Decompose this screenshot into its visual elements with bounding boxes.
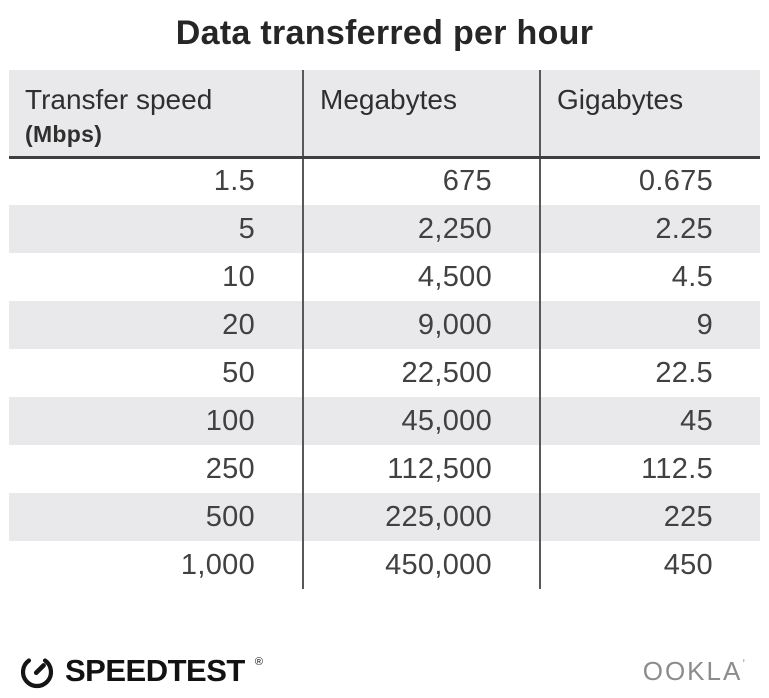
column-header-unit: (Mbps)	[25, 121, 103, 147]
speedtest-wordmark: SPEEDTEST	[65, 653, 245, 688]
cell-speed: 1,000	[180, 548, 255, 581]
column-header-megabytes: Megabytes	[302, 70, 540, 159]
cell-megabytes: 2,250	[302, 205, 540, 253]
ookla-wordmark: OOKLA	[642, 655, 743, 686]
cell-megabytes: 225,000	[302, 493, 540, 541]
cell-gigabytes: 112.5	[539, 445, 760, 493]
ookla-logo: OOKLA ’	[643, 656, 747, 687]
cell-megabytes: 9,000	[302, 301, 540, 349]
column-header-label: Transfer speed	[25, 84, 213, 115]
cell-megabytes: 22,500	[302, 349, 540, 397]
cell-gigabytes: 22.5	[539, 349, 760, 397]
cell-megabytes: 45,000	[302, 397, 540, 445]
cell-speed: 20	[9, 301, 303, 349]
table-row: 1,000 450,000 450	[9, 541, 760, 589]
cell-megabytes: 675	[302, 157, 540, 205]
cell-gigabytes: 9	[539, 301, 760, 349]
table-header-row: Transfer speed (Mbps) Megabytes Gigabyte…	[9, 70, 760, 159]
table-row: 5 2,250 2.25	[9, 205, 760, 253]
data-table: Transfer speed (Mbps) Megabytes Gigabyte…	[9, 70, 760, 589]
registered-trademark-symbol: ®	[254, 656, 263, 668]
cell-gigabytes: 450	[539, 541, 760, 589]
cell-gigabytes: 4.5	[539, 253, 760, 301]
cell-gigabytes: 225	[539, 493, 760, 541]
ookla-trademark-tick: ’	[742, 656, 747, 671]
page-title: Data transferred per hour	[175, 14, 594, 52]
cell-speed: 100	[9, 397, 303, 445]
cell-megabytes: 4,500	[302, 253, 540, 301]
cell-speed: 50	[222, 356, 255, 389]
cell-gigabytes: 45	[539, 397, 760, 445]
table-row: 10 4,500 4.5	[9, 253, 760, 301]
cell-megabytes: 450,000	[302, 541, 540, 589]
table-row: 250 112,500 112.5	[9, 445, 760, 493]
footer: SPEEDTEST ® OOKLA ’	[0, 652, 769, 690]
table-row: 50 22,500 22.5	[9, 349, 760, 397]
cell-speed: 10	[222, 260, 255, 293]
table-row: 500 225,000 225	[9, 493, 760, 541]
column-header-gigabytes: Gigabytes	[539, 70, 760, 159]
cell-gigabytes: 0.675	[539, 157, 760, 205]
table-row: 100 45,000 45	[9, 397, 760, 445]
cell-speed: 1.5	[213, 165, 255, 198]
table-row: 1.5 675 0.675	[9, 157, 760, 205]
speedtest-logo: SPEEDTEST ®	[18, 652, 263, 690]
column-header-transfer-speed: Transfer speed (Mbps)	[9, 70, 303, 159]
cell-speed: 500	[9, 493, 303, 541]
cell-speed: 250	[205, 452, 255, 485]
table-row: 20 9,000 9	[9, 301, 760, 349]
cell-speed: 5	[9, 205, 303, 253]
speedtest-gauge-icon	[20, 658, 54, 689]
cell-gigabytes: 2.25	[539, 205, 760, 253]
cell-megabytes: 112,500	[302, 445, 540, 493]
